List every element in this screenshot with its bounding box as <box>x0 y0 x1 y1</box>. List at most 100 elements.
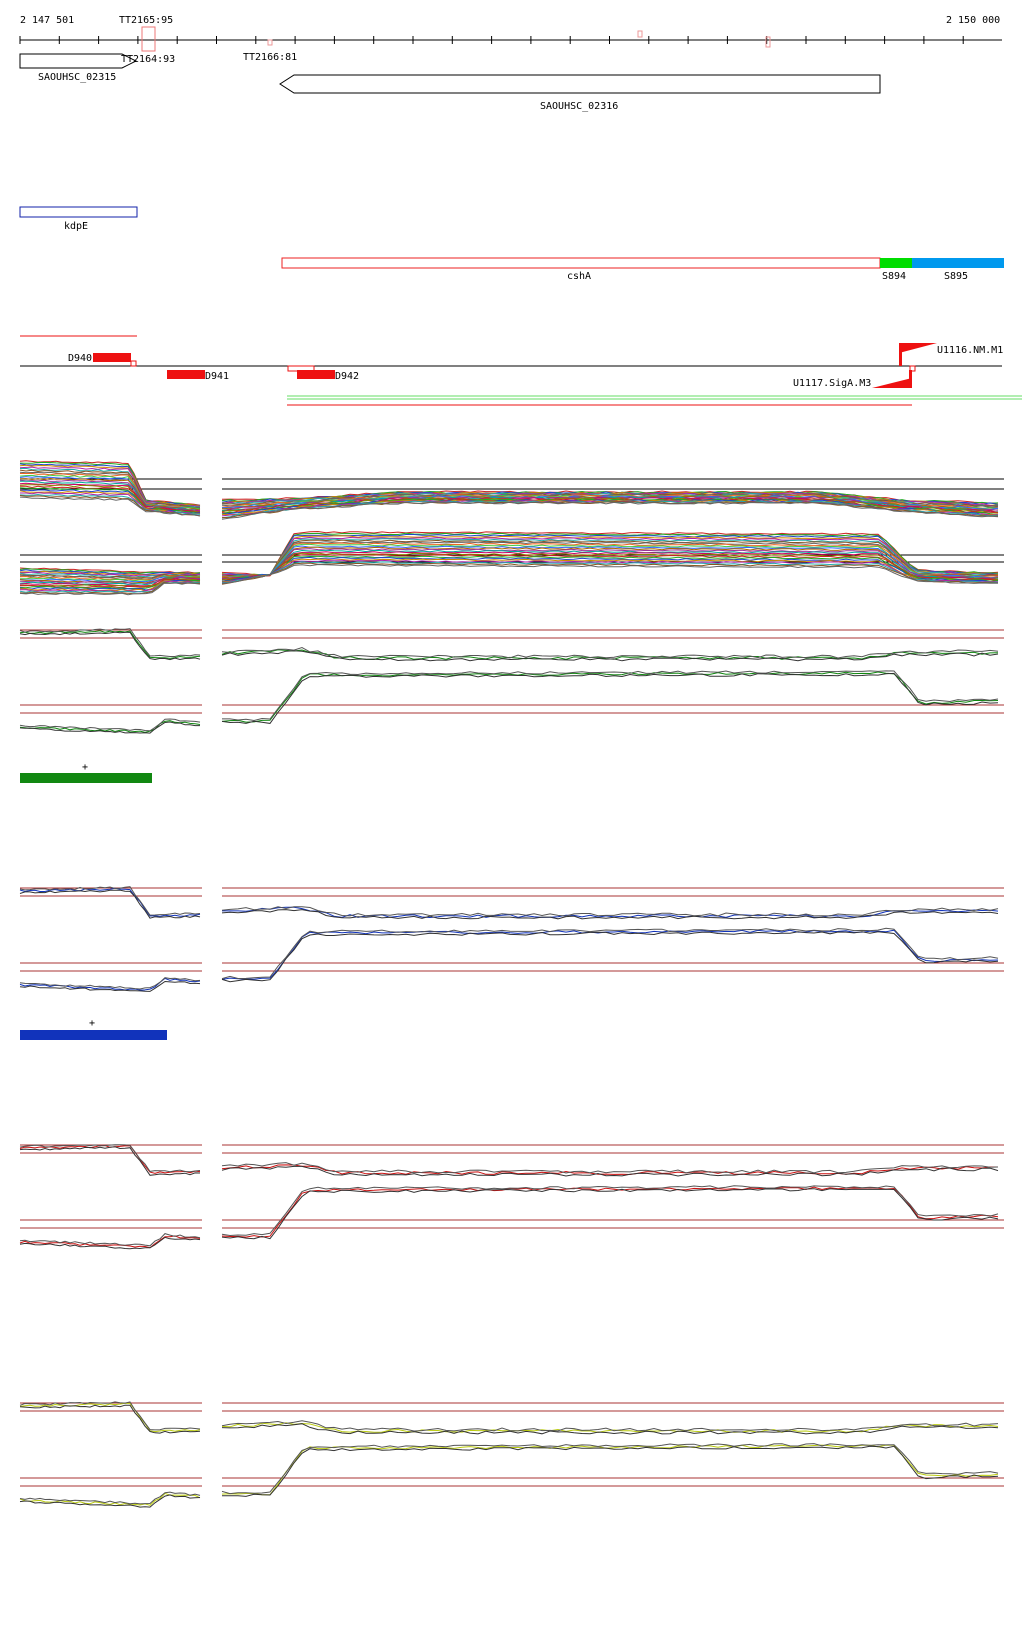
expression-series <box>221 490 999 504</box>
element-label: D941 <box>205 371 229 382</box>
expression-series <box>19 1494 201 1508</box>
expression-series <box>221 1423 999 1435</box>
operon-box[interactable] <box>19 206 138 218</box>
element-block[interactable] <box>167 370 205 379</box>
expression-series <box>19 721 200 734</box>
expression-series <box>19 1491 201 1505</box>
expression-series <box>221 1162 999 1174</box>
element-flag[interactable] <box>899 343 937 353</box>
expression-series <box>221 498 999 515</box>
expression-series <box>221 493 999 508</box>
expression-series <box>221 535 999 577</box>
expression-series <box>19 476 201 511</box>
expression-series <box>19 977 201 990</box>
element-block[interactable] <box>909 365 916 372</box>
expression-series <box>221 541 999 578</box>
expression-series <box>19 977 201 991</box>
condition-bar-blue[interactable] <box>20 1030 167 1040</box>
expression-series <box>20 580 201 593</box>
ruler-end-label: 2 150 000 <box>946 15 1000 26</box>
expression-series <box>19 1144 201 1174</box>
expression-series <box>221 646 999 659</box>
expression-series <box>19 1236 201 1250</box>
terminator-mark[interactable] <box>141 26 156 52</box>
expression-series <box>221 534 999 576</box>
terminator-mark[interactable] <box>637 30 643 38</box>
condition-bar-green[interactable] <box>20 773 152 783</box>
expression-series <box>19 572 201 578</box>
expression-series <box>221 543 999 579</box>
expression-series <box>221 556 998 583</box>
element-label: U1117.SigA.M3 <box>793 378 871 389</box>
terminator-label: TT2164:93 <box>121 54 175 65</box>
expression-series <box>221 1188 999 1240</box>
transcript-label: cshA <box>567 271 591 282</box>
expression-series <box>221 906 999 917</box>
expression-series <box>19 495 201 517</box>
segment-label: S894 <box>882 271 906 282</box>
expression-series <box>221 1443 999 1495</box>
expression-series <box>19 577 201 586</box>
expression-series <box>19 980 201 992</box>
expression-series <box>221 671 999 723</box>
expression-series <box>19 1144 201 1173</box>
expression-series <box>222 1445 999 1497</box>
gene-arrow-reverse[interactable] <box>279 74 881 94</box>
expression-series <box>221 1420 999 1432</box>
expression-series <box>221 555 999 582</box>
expression-series <box>19 496 201 517</box>
element-block[interactable] <box>93 353 131 362</box>
expression-series <box>221 553 999 582</box>
expression-series <box>221 561 999 584</box>
expression-series <box>221 551 999 581</box>
transcript-segment[interactable] <box>880 258 912 268</box>
expression-series <box>221 532 999 576</box>
expression-series <box>221 927 999 980</box>
position-ruler: 2 147 501 2 150 000 <box>19 15 1002 44</box>
element-label: D940 <box>68 353 92 364</box>
expression-series <box>221 549 999 581</box>
expression-series <box>221 1444 999 1496</box>
segment-label: S895 <box>944 271 968 282</box>
ruler-start-label: 2 147 501 <box>20 15 74 26</box>
gene-arrow-forward[interactable] <box>19 53 138 69</box>
expression-panel-green <box>19 628 1004 734</box>
expression-series <box>221 538 999 577</box>
gene-track: SAOUHSC_02315 SAOUHSC_02316 <box>19 53 881 112</box>
expression-series <box>19 460 201 506</box>
expression-series <box>221 501 999 520</box>
expression-series <box>19 1402 201 1433</box>
terminator-mark[interactable] <box>765 36 771 48</box>
transcript-segment[interactable] <box>912 258 1004 268</box>
expression-series <box>221 558 999 583</box>
element-flag-pole <box>909 370 912 388</box>
expression-series <box>19 628 201 657</box>
expression-series <box>221 1164 998 1176</box>
element-block[interactable] <box>297 370 335 379</box>
terminator-mark[interactable] <box>267 39 273 46</box>
expression-series <box>221 931 999 983</box>
element-label: U1116.NM.M1 <box>937 345 1003 356</box>
gene-label: SAOUHSC_02316 <box>540 101 618 112</box>
expression-series <box>221 501 999 519</box>
gene-label: SAOUHSC_02315 <box>38 72 116 83</box>
expression-series <box>19 631 201 661</box>
expression-series <box>19 489 201 514</box>
transcript-box[interactable] <box>281 257 881 269</box>
expression-series <box>19 630 201 659</box>
expression-series <box>221 530 999 576</box>
expression-series <box>221 545 999 579</box>
expression-series <box>19 576 200 584</box>
expression-series <box>221 539 999 577</box>
ruler-ticks <box>19 36 964 44</box>
expression-series <box>222 670 999 722</box>
terminator-track: TT2165:95 TT2164:93 TT2166:81 <box>119 15 771 65</box>
element-block[interactable] <box>130 360 137 367</box>
expression-series <box>19 886 201 916</box>
operon-track: kdpE <box>19 206 138 232</box>
expression-series <box>221 548 999 580</box>
element-flag[interactable] <box>872 378 912 388</box>
expression-series <box>221 559 999 584</box>
expression-series <box>19 582 201 596</box>
